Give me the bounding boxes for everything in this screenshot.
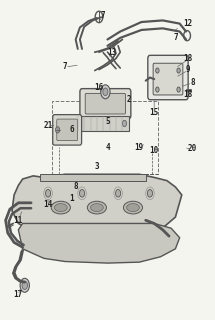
Text: 18: 18 — [184, 91, 193, 100]
FancyBboxPatch shape — [53, 115, 82, 145]
Text: 8: 8 — [190, 78, 195, 87]
Text: 5: 5 — [105, 117, 110, 126]
Text: 16: 16 — [94, 83, 104, 92]
Ellipse shape — [87, 201, 106, 214]
Circle shape — [177, 87, 180, 92]
Ellipse shape — [91, 204, 103, 212]
Circle shape — [76, 120, 80, 127]
FancyBboxPatch shape — [153, 63, 183, 95]
Text: 12: 12 — [184, 19, 193, 28]
Ellipse shape — [127, 204, 139, 212]
FancyBboxPatch shape — [148, 55, 188, 100]
Bar — [52, 101, 158, 174]
Text: 18: 18 — [184, 54, 193, 63]
Circle shape — [156, 68, 159, 73]
Text: 1: 1 — [69, 194, 74, 203]
Text: 20: 20 — [188, 144, 197, 153]
Ellipse shape — [54, 204, 67, 212]
Text: 4: 4 — [105, 143, 110, 152]
Circle shape — [101, 85, 110, 99]
Circle shape — [55, 127, 60, 133]
Text: 8: 8 — [73, 182, 78, 191]
Polygon shape — [18, 223, 180, 263]
Text: 21: 21 — [43, 121, 53, 130]
Circle shape — [147, 189, 152, 197]
Polygon shape — [12, 174, 182, 238]
Circle shape — [103, 88, 108, 96]
Text: 7: 7 — [101, 11, 106, 20]
Ellipse shape — [51, 201, 70, 214]
Circle shape — [116, 189, 121, 197]
Text: 6: 6 — [69, 125, 74, 134]
Text: 11: 11 — [14, 216, 23, 225]
Text: 9: 9 — [186, 65, 190, 74]
Text: 10: 10 — [150, 146, 159, 155]
Circle shape — [22, 281, 28, 289]
FancyBboxPatch shape — [85, 93, 126, 114]
Ellipse shape — [123, 201, 143, 214]
Circle shape — [46, 189, 51, 197]
FancyBboxPatch shape — [57, 119, 78, 141]
Circle shape — [80, 189, 84, 197]
Text: 14: 14 — [43, 200, 53, 209]
Text: 3: 3 — [95, 162, 99, 171]
Text: 17: 17 — [14, 290, 23, 299]
Text: 2: 2 — [126, 95, 131, 104]
Bar — [40, 174, 146, 180]
Text: 7: 7 — [63, 62, 67, 71]
Circle shape — [156, 87, 159, 92]
Text: 13: 13 — [107, 48, 116, 57]
Circle shape — [177, 68, 180, 73]
Circle shape — [20, 278, 29, 292]
Text: 19: 19 — [135, 143, 144, 152]
Bar — [74, 116, 129, 132]
Text: 15: 15 — [150, 108, 159, 117]
FancyBboxPatch shape — [80, 89, 131, 119]
Circle shape — [122, 120, 127, 127]
Text: 7: 7 — [173, 33, 178, 42]
